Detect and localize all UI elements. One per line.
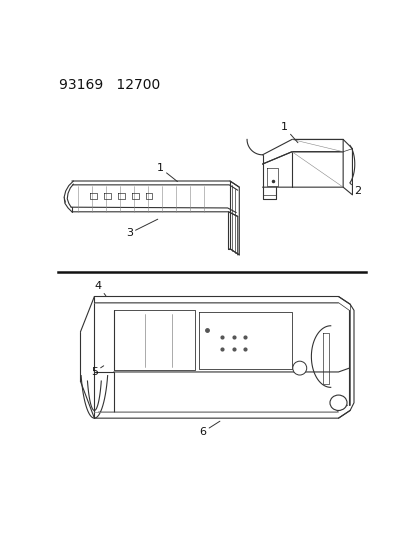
Text: 2: 2 [349, 183, 361, 196]
Text: 93169   12700: 93169 12700 [59, 78, 160, 92]
Text: 5: 5 [91, 366, 103, 377]
Text: 3: 3 [126, 219, 157, 238]
Ellipse shape [292, 361, 306, 375]
Text: 1: 1 [280, 122, 297, 143]
Ellipse shape [329, 395, 346, 410]
Text: 1: 1 [157, 163, 177, 182]
Text: 4: 4 [95, 281, 106, 296]
Text: 6: 6 [199, 421, 219, 437]
